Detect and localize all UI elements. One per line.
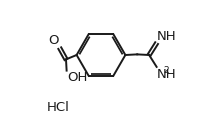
Text: O: O (49, 34, 59, 48)
Text: 2: 2 (163, 66, 168, 75)
Text: NH: NH (157, 30, 176, 43)
Text: HCl: HCl (47, 101, 70, 114)
Text: OH: OH (67, 71, 87, 84)
Text: NH: NH (156, 68, 176, 80)
